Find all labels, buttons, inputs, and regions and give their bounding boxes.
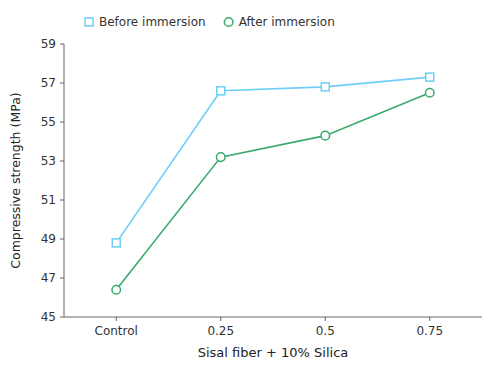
x-tick-label: 0.25	[207, 324, 234, 338]
legend-item: After immersion	[224, 15, 335, 29]
y-tick-label: 47	[41, 271, 56, 285]
y-axis	[64, 44, 65, 317]
series-line	[116, 77, 430, 243]
point	[112, 285, 121, 294]
legend-label: After immersion	[239, 15, 335, 29]
y-tick	[60, 161, 64, 162]
y-tick	[60, 83, 64, 84]
y-tick	[60, 122, 64, 123]
y-axis-label: Compressive strength (MPa)	[8, 92, 23, 268]
point	[321, 131, 330, 140]
y-tick-label: 59	[41, 37, 56, 51]
point	[216, 153, 225, 162]
y-tick	[60, 200, 64, 201]
y-tick-label: 51	[41, 193, 56, 207]
y-tick	[60, 44, 64, 45]
point	[112, 239, 120, 247]
y-tick-label: 53	[41, 154, 56, 168]
x-tick-label: Control	[95, 324, 138, 338]
y-tick	[60, 278, 64, 279]
x-axis-label: Sisal fiber + 10% Silica	[198, 345, 349, 360]
y-tick	[60, 239, 64, 240]
x-axis	[64, 317, 482, 318]
legend-label: Before immersion	[99, 15, 206, 29]
point	[321, 83, 329, 91]
plot-area	[112, 73, 434, 294]
x-tick	[325, 317, 326, 321]
legend-item: Before immersion	[85, 15, 206, 29]
x-tick-label: 0.5	[316, 324, 335, 338]
point	[425, 88, 434, 97]
point	[426, 73, 434, 81]
x-tick	[116, 317, 117, 321]
y-tick-label: 45	[41, 310, 56, 324]
y-tick-label: 57	[41, 76, 56, 90]
legend-symbol	[85, 18, 93, 26]
x-tick-label: 0.75	[416, 324, 443, 338]
x-tick	[429, 317, 430, 321]
point	[217, 87, 225, 95]
series-line	[116, 93, 430, 290]
y-tick-label: 55	[41, 115, 56, 129]
x-tick	[220, 317, 221, 321]
legend: Before immersion After immersion	[85, 15, 335, 29]
y-tick-label: 49	[41, 232, 56, 246]
y-tick	[60, 317, 64, 318]
chart: 45 47 49 51 53 55 57 59 Control 0.25 0.5 0.75 Sisal …	[0, 0, 500, 369]
legend-symbol	[224, 18, 233, 27]
